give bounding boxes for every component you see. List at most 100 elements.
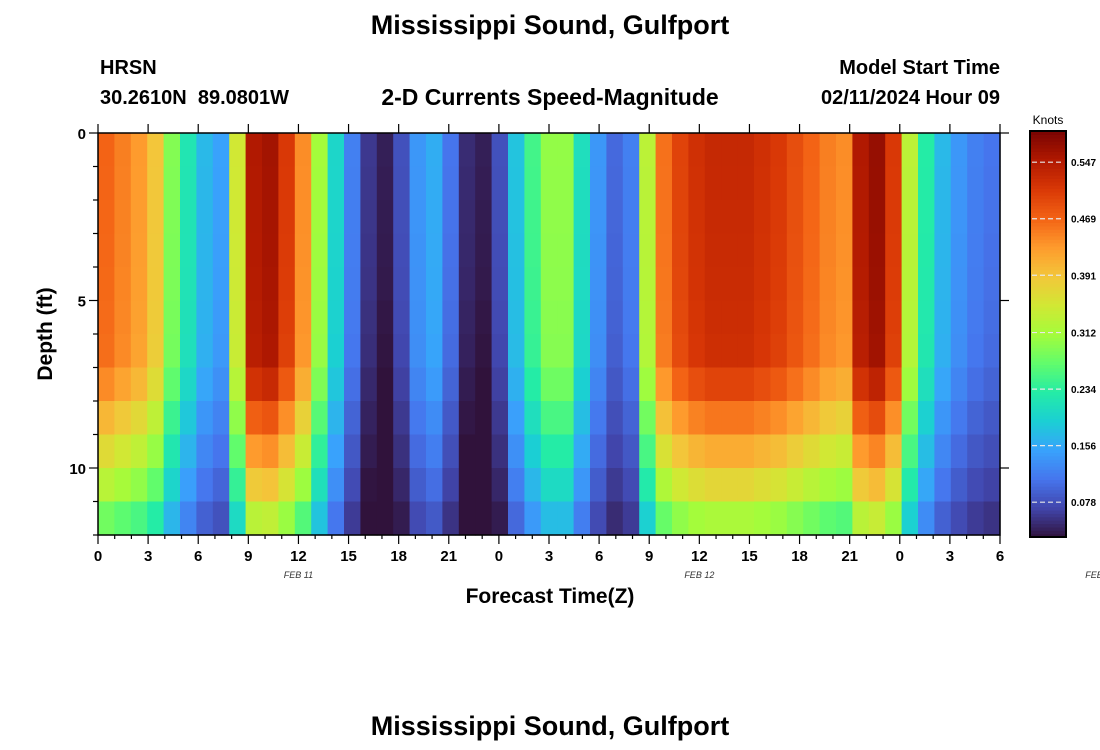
heatmap-cell bbox=[344, 468, 361, 503]
heatmap-cell bbox=[934, 233, 952, 268]
heatmap-cell bbox=[393, 200, 411, 235]
heatmap-cell bbox=[426, 434, 443, 469]
colorbar-segment bbox=[1030, 144, 1066, 149]
heatmap-cell bbox=[540, 200, 558, 235]
heatmap-cell bbox=[934, 367, 952, 402]
heatmap-cell bbox=[983, 133, 1001, 168]
heatmap-cell bbox=[819, 401, 837, 436]
heatmap-cell bbox=[376, 133, 394, 168]
heatmap-cell bbox=[311, 133, 329, 168]
heatmap-cell bbox=[196, 300, 214, 335]
heatmap-cell bbox=[737, 133, 755, 168]
heatmap-cell bbox=[147, 233, 165, 268]
heatmap-cell bbox=[426, 401, 443, 436]
heatmap-cell bbox=[754, 133, 771, 168]
heatmap-cell bbox=[590, 334, 607, 369]
heatmap-cell bbox=[967, 401, 985, 436]
colorbar-segment bbox=[1030, 300, 1066, 305]
heatmap-cell bbox=[836, 468, 853, 503]
heatmap-cell bbox=[426, 200, 443, 235]
heatmap-cell bbox=[868, 166, 886, 201]
heatmap-cell bbox=[327, 401, 345, 436]
heatmap-cell bbox=[327, 468, 345, 503]
heatmap-cell bbox=[196, 401, 214, 436]
heatmap-cell bbox=[655, 334, 673, 369]
heatmap-cell bbox=[98, 501, 115, 536]
heatmap-cell bbox=[868, 334, 886, 369]
heatmap-cell bbox=[918, 468, 935, 503]
heatmap-cell bbox=[967, 334, 985, 369]
colorbar-segment bbox=[1030, 290, 1066, 294]
heatmap-cell bbox=[262, 267, 279, 302]
colorbar-segment bbox=[1030, 377, 1066, 382]
x-tick-label: 6 bbox=[595, 548, 603, 565]
heatmap-cell bbox=[147, 434, 165, 469]
heatmap-cell bbox=[836, 200, 853, 235]
heatmap-cell bbox=[278, 434, 296, 469]
heatmap-cell bbox=[524, 334, 542, 369]
colorbar-segment bbox=[1030, 246, 1066, 251]
heatmap-cell bbox=[934, 334, 952, 369]
heatmap-cell bbox=[508, 233, 525, 268]
heatmap-cell bbox=[655, 300, 673, 335]
heatmap-cell bbox=[245, 133, 263, 168]
x-tick-label: 12 bbox=[691, 548, 708, 565]
colorbar-segment bbox=[1030, 526, 1066, 531]
heatmap-cell bbox=[639, 501, 657, 536]
heatmap-cell bbox=[721, 300, 739, 335]
heatmap-cell bbox=[327, 367, 345, 402]
heatmap-cell bbox=[229, 267, 247, 302]
colorbar-segment bbox=[1030, 415, 1066, 420]
heatmap-cell bbox=[163, 468, 181, 503]
colorbar-segment bbox=[1030, 327, 1066, 332]
heatmap-cell bbox=[721, 434, 739, 469]
heatmap-cell bbox=[163, 200, 181, 235]
heatmap-cell bbox=[491, 267, 509, 302]
heatmap-cell bbox=[590, 166, 607, 201]
heatmap-cell bbox=[508, 267, 525, 302]
heatmap-cell bbox=[376, 233, 394, 268]
colorbar-tick-label: 0.234 bbox=[1071, 385, 1096, 396]
heatmap-cell bbox=[573, 468, 591, 503]
heatmap-cell bbox=[393, 267, 411, 302]
x-axis-label: Forecast Time(Z) bbox=[465, 585, 635, 608]
heatmap-cell bbox=[901, 166, 919, 201]
heatmap-cell bbox=[672, 501, 689, 536]
x-tick-label: 6 bbox=[194, 548, 202, 565]
heatmap-cell bbox=[294, 367, 312, 402]
heatmap-cell bbox=[245, 166, 263, 201]
heatmap-cell bbox=[98, 267, 115, 302]
heatmap-cell bbox=[278, 267, 296, 302]
heatmap-cell bbox=[983, 367, 1001, 402]
heatmap-cell bbox=[458, 166, 476, 201]
heatmap-cell bbox=[262, 501, 279, 536]
colorbar-segment bbox=[1030, 202, 1066, 207]
heatmap-cell bbox=[508, 501, 525, 536]
heatmap-cell bbox=[360, 267, 378, 302]
heatmap-cell bbox=[344, 401, 361, 436]
heatmap-cell bbox=[967, 367, 985, 402]
heatmap-cell bbox=[934, 501, 952, 536]
x-tick-label: 18 bbox=[791, 548, 808, 565]
heatmap-cell bbox=[409, 401, 427, 436]
heatmap-cell bbox=[278, 501, 296, 536]
heatmap-cell bbox=[344, 233, 361, 268]
heatmap-cell bbox=[294, 233, 312, 268]
heatmap-cell bbox=[836, 501, 853, 536]
day-label: FEB 13 bbox=[1085, 570, 1100, 580]
colorbar-segment bbox=[1030, 137, 1066, 142]
heatmap-cell bbox=[229, 233, 247, 268]
heatmap-cell bbox=[573, 367, 591, 402]
colorbar-segment bbox=[1030, 479, 1066, 484]
heatmap-cell bbox=[737, 501, 755, 536]
heatmap-cell bbox=[376, 200, 394, 235]
heatmap-cell bbox=[983, 468, 1001, 503]
heatmap-cell bbox=[704, 501, 722, 536]
heatmap-cell bbox=[180, 267, 197, 302]
heatmap-cell bbox=[376, 334, 394, 369]
heatmap-cell bbox=[278, 200, 296, 235]
heatmap-cell bbox=[590, 468, 607, 503]
heatmap-cell bbox=[475, 367, 493, 402]
heatmap-cell bbox=[950, 166, 968, 201]
